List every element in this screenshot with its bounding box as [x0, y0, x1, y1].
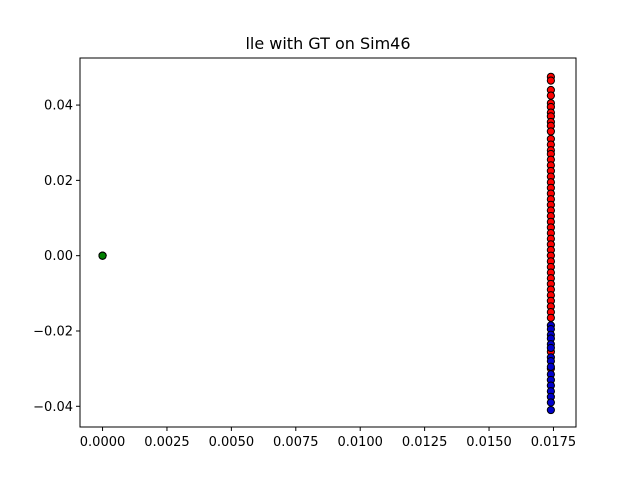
data-point: [546, 313, 555, 322]
x-tick-label: 0.0150: [466, 435, 512, 450]
data-point: [546, 91, 555, 100]
data-point: [546, 127, 555, 136]
x-tick-label: 0.0100: [337, 435, 383, 450]
data-point: [546, 405, 555, 415]
data-point: [546, 76, 555, 85]
y-axis-ticks: −0.04 −0.02 0.00 0.02 0.04: [33, 99, 80, 415]
x-tick-label: 0.0075: [273, 435, 319, 450]
y-tick-label: −0.04: [33, 400, 73, 415]
x-tick-label: 0.0025: [144, 435, 190, 450]
data-point: [546, 343, 555, 353]
x-tick-label: 0.0050: [209, 435, 255, 450]
x-tick-label: 0.0000: [80, 435, 126, 450]
data-point: [546, 398, 555, 407]
plot-area-frame: [79, 57, 577, 428]
y-tick-label: −0.02: [33, 324, 73, 339]
data-points: [98, 72, 555, 415]
data-point: [98, 251, 107, 260]
data-point: [546, 362, 555, 371]
y-tick-label: 0.02: [44, 174, 73, 189]
x-tick-label: 0.0125: [402, 435, 448, 450]
y-tick-label: 0.00: [44, 249, 73, 264]
chart-title: lle with GT on Sim46: [245, 34, 410, 53]
y-tick-label: 0.04: [44, 99, 73, 114]
x-tick-label: 0.0175: [531, 435, 577, 450]
x-axis-ticks: 0.0000 0.0025 0.0050 0.0075 0.0100 0.0125 0.01…: [80, 427, 576, 450]
